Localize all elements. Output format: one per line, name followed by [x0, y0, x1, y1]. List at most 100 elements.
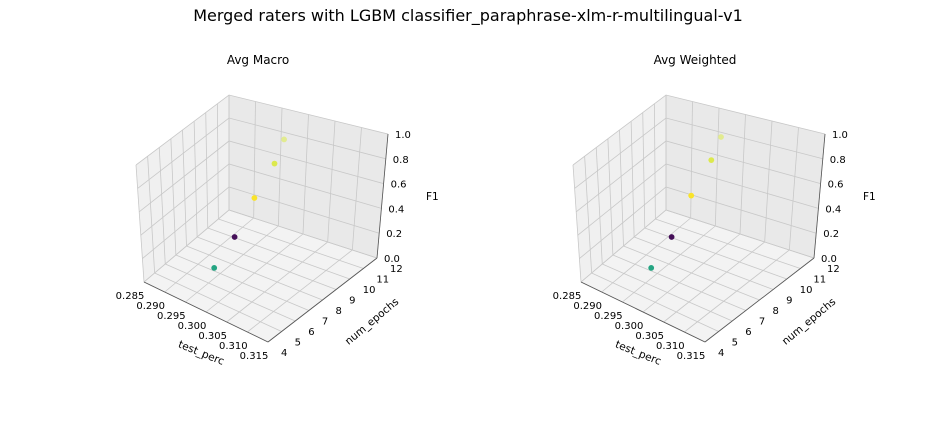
y-gridline [642, 112, 646, 229]
y-gridline [595, 147, 603, 265]
x-gridline [302, 114, 309, 235]
y-gridline [591, 272, 719, 332]
z-axis-label: F1 [863, 191, 876, 203]
subplot-title: Avg Macro [227, 53, 289, 67]
y-tick-label: 11 [813, 275, 826, 286]
z-tick-label: 1.0 [832, 130, 848, 141]
data-point [688, 192, 695, 199]
floor-pane [144, 210, 377, 342]
x-tick-label: 0.300 [178, 321, 207, 332]
y-tick-label: 7 [759, 317, 765, 328]
y-gridline [644, 227, 787, 280]
x-gridline [788, 127, 799, 251]
z-gridline [580, 209, 815, 283]
y-tick-label: 5 [295, 338, 301, 349]
y-tick-label: 7 [322, 317, 328, 328]
x-tick-label: 0.315 [240, 351, 269, 362]
y-gridline [216, 103, 219, 220]
z-gridline [575, 140, 821, 213]
y-gridline [196, 236, 337, 290]
data-point [648, 265, 655, 271]
y-gridline [653, 103, 656, 220]
back-pane [229, 95, 388, 258]
y-tick-label: 12 [390, 264, 403, 275]
y-gridline [572, 164, 582, 283]
y-gridline [623, 245, 760, 301]
z-gridline [577, 163, 819, 236]
x-axis-line [580, 281, 706, 343]
y-gridline [584, 156, 593, 274]
y-gridline [207, 227, 350, 280]
y-gridline [602, 263, 733, 322]
z-tick-label: 0.2 [386, 229, 402, 240]
x-gridline [739, 114, 746, 235]
y-gridline [182, 129, 187, 247]
data-point [211, 265, 218, 271]
z-gridline [143, 209, 378, 283]
y-tick-label: 12 [827, 264, 840, 275]
y-gridline [630, 121, 635, 238]
x-gridline [327, 120, 336, 243]
data-point [271, 160, 278, 167]
left-pane [136, 95, 229, 282]
y-gridline [633, 236, 774, 290]
z-gridline [142, 186, 380, 259]
subplot-title: Avg Weighted [654, 53, 737, 67]
z-tick-label: 0.0 [821, 254, 837, 265]
z-gridline [579, 186, 817, 259]
z-gridline [140, 163, 382, 236]
y-gridline [170, 138, 177, 256]
y-gridline [154, 272, 282, 332]
x-tick-label: 0.295 [157, 311, 186, 322]
x-tick-label: 0.315 [677, 351, 706, 362]
y-tick-label: 11 [376, 275, 389, 286]
x-tick-label: 0.285 [553, 291, 582, 302]
z-tick-label: 0.4 [825, 204, 841, 215]
y-axis-line [267, 257, 378, 343]
x-tick-label: 0.310 [656, 341, 685, 352]
z-axis-line [376, 133, 389, 259]
y-tick-label: 10 [800, 285, 813, 296]
y-gridline [193, 121, 198, 238]
z-tick-label: 0.6 [391, 180, 407, 191]
x-tick-label: 0.295 [594, 311, 623, 322]
data-point [281, 136, 287, 143]
z-tick-label: 0.8 [830, 155, 846, 166]
x-tick-label: 0.290 [573, 301, 602, 312]
y-tick-label: 9 [786, 296, 792, 307]
data-point [251, 195, 258, 201]
z-gridline [574, 117, 823, 189]
y-tick-label: 5 [732, 338, 738, 349]
z-tick-label: 0.8 [393, 155, 409, 166]
x-tick-label: 0.305 [635, 331, 664, 342]
data-point [718, 134, 724, 140]
data-point [708, 157, 715, 164]
z-tick-label: 1.0 [395, 130, 411, 141]
y-gridline [147, 156, 156, 274]
x-tick-label: 0.290 [136, 301, 165, 312]
y-gridline [607, 138, 614, 256]
y-tick-label: 8 [336, 306, 342, 317]
z-gridline [138, 140, 384, 213]
left-pane [573, 95, 666, 282]
y-tick-label: 9 [349, 296, 355, 307]
x-gridline [714, 107, 720, 227]
x-gridline [690, 101, 693, 219]
y-gridline [655, 218, 801, 269]
back-pane [666, 95, 825, 258]
y-gridline [165, 263, 296, 322]
data-point [668, 234, 675, 240]
y-tick-label: 6 [308, 327, 314, 338]
y-tick-label: 4 [718, 348, 724, 359]
figure-title: Merged raters with LGBM classifier_parap… [193, 6, 743, 25]
y-axis-line [704, 257, 815, 343]
y-gridline [612, 254, 747, 311]
x-gridline [277, 107, 283, 227]
z-tick-label: 0.6 [828, 180, 844, 191]
z-tick-label: 0.4 [388, 204, 404, 215]
y-gridline [186, 245, 323, 301]
y-gridline [205, 112, 209, 229]
